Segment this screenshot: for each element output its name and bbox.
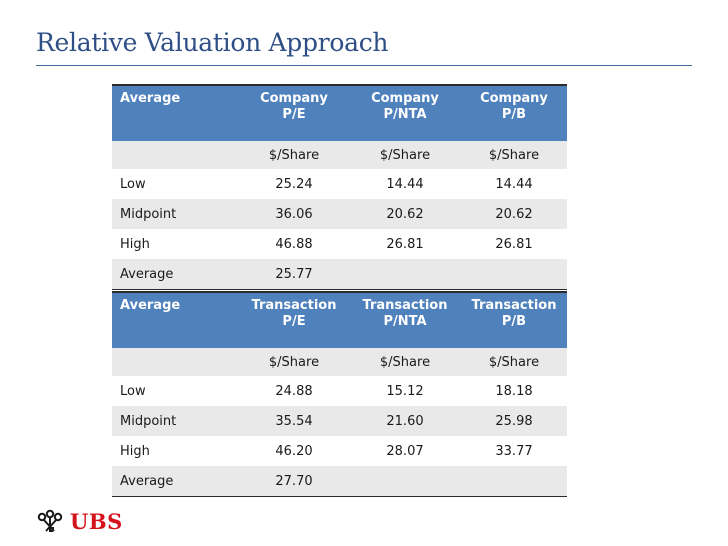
row-label: Low [112,376,239,406]
header-cell: Company P/NTA [349,84,461,141]
table-row: High 46.88 26.81 26.81 [112,229,567,259]
transaction-valuation-table: Average Transaction P/E Transaction P/NTA … [112,291,567,497]
table-cell: 46.88 [239,229,349,259]
table-cell: $/Share [461,348,567,376]
header-cell: Transaction P/B [461,291,567,348]
row-label: Average [112,466,239,497]
table-row: Midpoint 36.06 20.62 20.62 [112,199,567,229]
table-cell: 25.24 [239,169,349,199]
row-label: Midpoint [112,406,239,436]
table-row: Midpoint 35.54 21.60 25.98 [112,406,567,436]
table-cell: 35.54 [239,406,349,436]
table-cell: 46.20 [239,436,349,466]
table-header-row: Average Transaction P/E Transaction P/NTA … [112,291,567,348]
row-label: Average [112,259,239,290]
table-cell [112,348,239,376]
table-row: High 46.20 28.07 33.77 [112,436,567,466]
header-cell: Company P/B [461,84,567,141]
row-label: High [112,229,239,259]
units-row: $/Share $/Share $/Share [112,141,567,169]
table-cell [349,466,461,497]
table-row: Low 25.24 14.44 14.44 [112,169,567,199]
table-cell: 25.98 [461,406,567,436]
table-cell: 24.88 [239,376,349,406]
table-cell: 20.62 [461,199,567,229]
table-cell [112,141,239,169]
company-valuation-table: Average Company P/E Company P/NTA Company P… [112,84,567,290]
ubs-logo: UBS [36,508,123,534]
table-cell: $/Share [239,348,349,376]
table-cell: 26.81 [461,229,567,259]
keys-icon [37,509,63,532]
header-cell: Transaction P/E [239,291,349,348]
header-cell: Transaction P/NTA [349,291,461,348]
table-header-row: Average Company P/E Company P/NTA Company P… [112,84,567,141]
table-cell [349,259,461,290]
table-cell: $/Share [349,348,461,376]
logo-text: UBS [70,508,123,534]
table-cell: 15.12 [349,376,461,406]
table-cell: 27.70 [239,466,349,497]
table-cell: $/Share [461,141,567,169]
table-cell: 36.06 [239,199,349,229]
table-cell: 26.81 [349,229,461,259]
table-row: Average 27.70 [112,466,567,497]
header-cell: Average [112,84,239,141]
row-label: High [112,436,239,466]
table-cell: 20.62 [349,199,461,229]
table-cell [461,259,567,290]
table-cell: 18.18 [461,376,567,406]
slide-title: Relative Valuation Approach [36,28,389,57]
header-cell: Average [112,291,239,348]
units-row: $/Share $/Share $/Share [112,348,567,376]
row-label: Midpoint [112,199,239,229]
table-cell: $/Share [239,141,349,169]
table-cell [461,466,567,497]
table-cell: $/Share [349,141,461,169]
title-divider [36,65,692,66]
table-row: Low 24.88 15.12 18.18 [112,376,567,406]
row-label: Low [112,169,239,199]
table-cell: 25.77 [239,259,349,290]
table-row: Average 25.77 [112,259,567,290]
table-cell: 28.07 [349,436,461,466]
header-cell: Company P/E [239,84,349,141]
table-cell: 14.44 [349,169,461,199]
table-cell: 21.60 [349,406,461,436]
table-cell: 14.44 [461,169,567,199]
table-cell: 33.77 [461,436,567,466]
